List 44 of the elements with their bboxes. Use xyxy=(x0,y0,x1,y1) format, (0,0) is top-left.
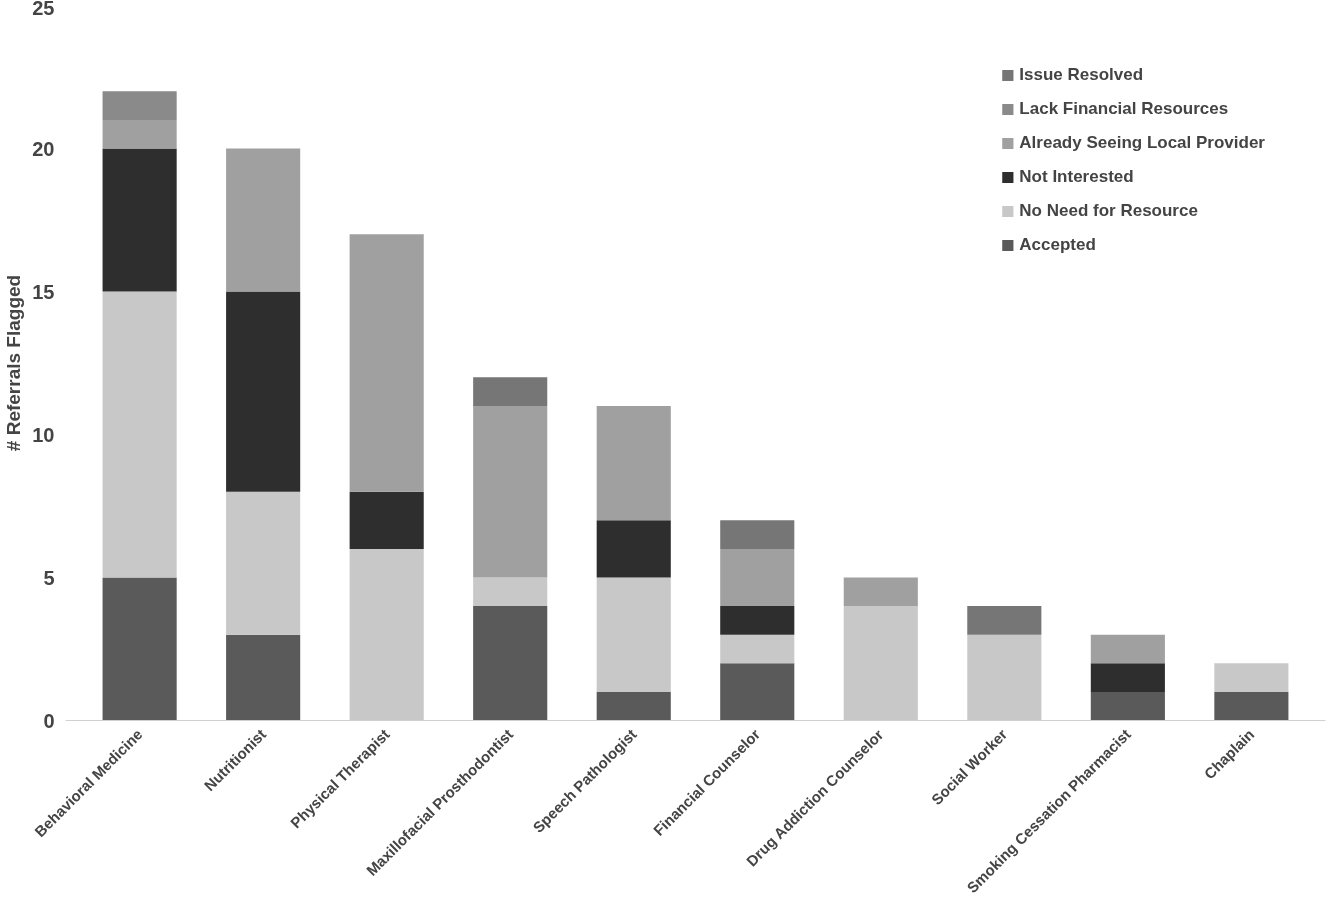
bar xyxy=(473,606,548,721)
y-tick-label: 20 xyxy=(32,137,55,160)
y-tick-label: 5 xyxy=(43,566,55,589)
bar xyxy=(596,520,671,578)
bar xyxy=(1090,691,1165,721)
bar xyxy=(596,691,671,721)
bar xyxy=(596,405,671,521)
bar xyxy=(1090,663,1165,692)
bar xyxy=(720,548,795,607)
bar xyxy=(1214,663,1289,692)
y-axis-title: # Referrals Flagged xyxy=(3,274,25,452)
y-tick-label: 15 xyxy=(32,280,55,303)
bar xyxy=(720,663,795,721)
y-tick-label: 25 xyxy=(32,0,55,19)
bar xyxy=(102,148,177,292)
bar xyxy=(349,491,424,549)
bar xyxy=(596,577,671,692)
bar xyxy=(349,234,424,492)
legend-label: No Need for Resource xyxy=(1019,201,1198,221)
bar xyxy=(720,606,795,635)
bar xyxy=(967,606,1042,635)
bar xyxy=(473,377,548,406)
legend-label: Not Interested xyxy=(1019,167,1134,187)
bar xyxy=(720,634,795,664)
bar xyxy=(473,405,548,578)
bar xyxy=(102,577,177,721)
bar xyxy=(102,91,177,120)
bar xyxy=(1090,634,1165,664)
legend-label: Already Seeing Local Provider xyxy=(1019,133,1265,153)
bar xyxy=(102,119,177,149)
y-tick-label: 10 xyxy=(32,423,55,446)
bar xyxy=(720,520,795,549)
legend-label: Lack Financial Resources xyxy=(1019,99,1229,119)
bar xyxy=(226,634,301,721)
bar xyxy=(226,291,301,492)
bar xyxy=(1214,691,1289,721)
legend-label: Issue Resolved xyxy=(1019,65,1144,85)
bar xyxy=(843,577,918,607)
legend-label: Accepted xyxy=(1019,235,1096,255)
bar xyxy=(102,291,177,578)
bar xyxy=(473,577,548,607)
bar xyxy=(226,491,301,635)
y-tick-label: 0 xyxy=(43,709,55,732)
bar xyxy=(226,148,301,292)
